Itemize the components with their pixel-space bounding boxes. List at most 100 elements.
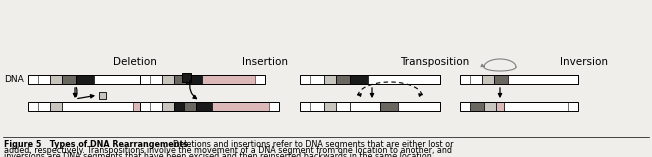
- Bar: [310, 75, 324, 84]
- Bar: [470, 75, 482, 84]
- Bar: [496, 102, 504, 111]
- Bar: [508, 75, 578, 84]
- Bar: [484, 102, 496, 111]
- Bar: [460, 75, 578, 84]
- Bar: [350, 102, 380, 111]
- Bar: [76, 75, 94, 84]
- Bar: [398, 102, 440, 111]
- Bar: [50, 75, 62, 84]
- Bar: [336, 75, 350, 84]
- Bar: [50, 102, 62, 111]
- Bar: [212, 102, 269, 111]
- Bar: [310, 75, 324, 84]
- Bar: [99, 92, 106, 99]
- Bar: [300, 102, 440, 111]
- Bar: [482, 75, 494, 84]
- Bar: [368, 75, 440, 84]
- Bar: [324, 102, 336, 111]
- Bar: [150, 102, 162, 111]
- Text: inversions are DNA segments that have been excised and then reinserted backwards: inversions are DNA segments that have be…: [4, 152, 434, 157]
- Bar: [196, 102, 212, 111]
- Bar: [140, 102, 279, 111]
- Bar: [380, 102, 398, 111]
- Text: Transposition: Transposition: [400, 57, 469, 67]
- Bar: [508, 75, 578, 84]
- Bar: [62, 102, 143, 111]
- Bar: [186, 75, 202, 84]
- Bar: [28, 102, 140, 111]
- Bar: [202, 75, 255, 84]
- Bar: [174, 102, 184, 111]
- Bar: [350, 75, 368, 84]
- Text: Inversion: Inversion: [560, 57, 608, 67]
- Bar: [162, 75, 174, 84]
- Bar: [94, 75, 158, 84]
- Bar: [174, 102, 184, 111]
- Bar: [460, 102, 578, 111]
- Bar: [336, 102, 350, 111]
- Bar: [28, 102, 140, 111]
- Bar: [50, 75, 62, 84]
- Bar: [350, 75, 368, 84]
- Bar: [140, 102, 279, 111]
- Bar: [62, 102, 143, 111]
- Bar: [324, 102, 336, 111]
- Bar: [336, 102, 350, 111]
- Bar: [310, 102, 324, 111]
- Bar: [76, 75, 94, 84]
- Bar: [496, 102, 504, 111]
- Bar: [162, 75, 174, 84]
- Bar: [504, 102, 568, 111]
- Bar: [184, 102, 196, 111]
- Bar: [50, 102, 62, 111]
- Bar: [398, 102, 440, 111]
- Bar: [368, 75, 440, 84]
- Bar: [184, 102, 196, 111]
- Bar: [504, 102, 568, 111]
- Text: Deletion: Deletion: [113, 57, 157, 67]
- Bar: [174, 75, 186, 84]
- Bar: [174, 75, 186, 84]
- Bar: [62, 75, 76, 84]
- Bar: [212, 102, 269, 111]
- Bar: [484, 102, 496, 111]
- Text: DNA: DNA: [4, 75, 23, 84]
- Bar: [300, 75, 440, 84]
- Bar: [300, 102, 440, 111]
- Bar: [150, 102, 162, 111]
- Bar: [470, 75, 482, 84]
- Bar: [94, 75, 158, 84]
- Bar: [140, 75, 265, 84]
- Bar: [186, 75, 202, 84]
- Bar: [28, 75, 158, 84]
- Bar: [350, 102, 380, 111]
- Bar: [380, 102, 398, 111]
- Text: Insertion: Insertion: [242, 57, 288, 67]
- Bar: [38, 75, 50, 84]
- Bar: [38, 102, 50, 111]
- Bar: [196, 102, 212, 111]
- Bar: [38, 75, 50, 84]
- Bar: [460, 102, 578, 111]
- Bar: [133, 102, 143, 111]
- Bar: [38, 102, 50, 111]
- Bar: [470, 102, 484, 111]
- Bar: [202, 75, 255, 84]
- Bar: [162, 102, 174, 111]
- Bar: [324, 75, 336, 84]
- Bar: [460, 75, 578, 84]
- Bar: [482, 75, 494, 84]
- Bar: [300, 75, 440, 84]
- Bar: [310, 102, 324, 111]
- Bar: [494, 75, 508, 84]
- Bar: [150, 75, 162, 84]
- Bar: [162, 102, 174, 111]
- Bar: [324, 75, 336, 84]
- Text: added, respectively. Transpositions involve the movement of a DNA segment from o: added, respectively. Transpositions invo…: [4, 146, 452, 155]
- Bar: [150, 75, 162, 84]
- Bar: [336, 75, 350, 84]
- Bar: [140, 75, 265, 84]
- Bar: [182, 73, 191, 82]
- Bar: [62, 75, 76, 84]
- Bar: [470, 102, 484, 111]
